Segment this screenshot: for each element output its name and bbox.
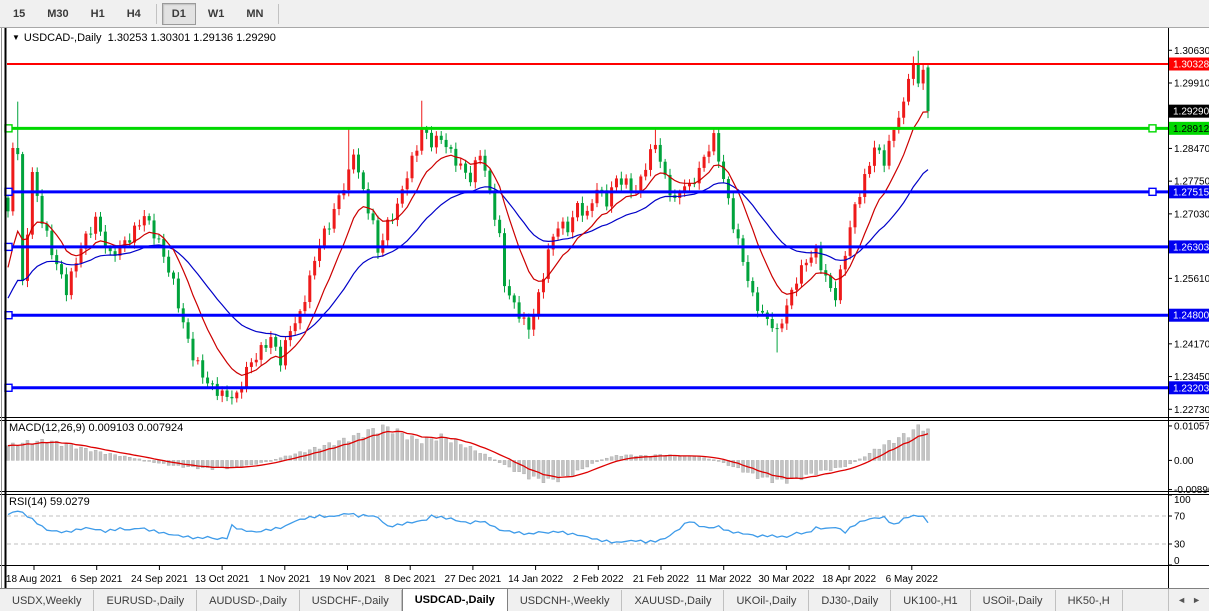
rsi-axis-label: 30 xyxy=(1174,540,1186,551)
timeframe-button-d1[interactable]: D1 xyxy=(161,2,196,25)
price-badge xyxy=(1169,121,1209,135)
rsi-axis-label: 70 xyxy=(1174,512,1186,523)
date-axis-label: 27 Dec 2021 xyxy=(445,574,502,585)
price-badge xyxy=(1169,104,1209,118)
hline-handle[interactable] xyxy=(1148,187,1157,197)
date-axis-label: 6 May 2022 xyxy=(886,574,939,585)
date-axis-label: 13 Oct 2021 xyxy=(195,574,250,585)
chart-title: ▼ USDCAD-,Daily 1.30253 1.30301 1.29136 1… xyxy=(12,32,276,44)
date-axis-label: 21 Feb 2022 xyxy=(633,574,690,585)
tab-usdchf-daily[interactable]: USDCHF-,Daily xyxy=(300,590,402,611)
hline-handle[interactable] xyxy=(1148,124,1157,133)
chart-window: 1.30630 1.29910 1.28470 1.27750 1.27030 1.256… xyxy=(0,28,1209,588)
price-badge-value: 1.24800 xyxy=(1173,311,1209,322)
timeframe-button-h4[interactable]: H4 xyxy=(126,7,141,20)
date-axis-label: 2 Feb 2022 xyxy=(573,574,624,585)
timeframe-button-w1[interactable]: W1 xyxy=(207,7,225,20)
timeframe-button-h1[interactable]: H1 xyxy=(90,7,105,20)
tab-usdx-weekly[interactable]: USDX,Weekly xyxy=(0,590,95,611)
tab-hk50-h[interactable]: HK50-,H xyxy=(1056,590,1123,611)
price-axis-label: 1.28470 xyxy=(1174,144,1209,155)
timeframe-button-mn[interactable]: MN xyxy=(246,7,264,20)
price-badge-value: 1.29290 xyxy=(1173,107,1209,118)
date-axis-label: 8 Dec 2021 xyxy=(385,574,437,585)
price-axis-label: 1.23450 xyxy=(1174,372,1209,383)
date-axis-label: 18 Apr 2022 xyxy=(822,574,876,585)
price-badge-value: 1.23203 xyxy=(1173,383,1209,394)
price-axis-label: 1.22730 xyxy=(1174,405,1209,416)
date-axis-label: 1 Nov 2021 xyxy=(259,574,311,585)
symbol-ohlc-values: 1.30253 1.30301 1.29136 1.29290 xyxy=(107,32,276,44)
tab-ukoil-daily[interactable]: UKOil-,Daily xyxy=(724,590,810,611)
tab-scroll-left-icon[interactable]: ◄ xyxy=(1177,594,1187,605)
symbol-dropdown-icon[interactable]: ▼ xyxy=(12,33,20,42)
date-axis-label: 30 Mar 2022 xyxy=(758,574,815,585)
date-axis-label: 18 Aug 2021 xyxy=(6,574,63,585)
price-axis-label: 1.25610 xyxy=(1174,274,1209,285)
symbol-name: USDCAD-,Daily xyxy=(23,32,102,44)
chart-tab-bar: USDX,Weekly EURUSD-,Daily AUDUSD-,Daily USD… xyxy=(0,588,1209,611)
date-axis-label: 14 Jan 2022 xyxy=(508,574,563,585)
price-badge-value: 1.26303 xyxy=(1173,242,1209,253)
tab-eurusd-daily[interactable]: EURUSD-,Daily xyxy=(94,590,198,611)
tab-usoil-daily[interactable]: USOil-,Daily xyxy=(971,590,1056,611)
tab-usdcad-daily[interactable]: USDCAD-,Daily xyxy=(401,589,508,611)
price-badge xyxy=(1169,57,1209,71)
date-axis-label: 6 Sep 2021 xyxy=(71,574,123,585)
timeframe-toolbar: 15 M30 H1 H4 D1 W1 MN xyxy=(0,0,1209,28)
tab-scroll-right-icon[interactable]: ► xyxy=(1192,594,1201,605)
date-axis-label: 11 Mar 2022 xyxy=(696,574,752,585)
price-badge-value: 1.28912 xyxy=(1173,124,1209,135)
macd-indicator-label: MACD(12,26,9) 0.009103 0.007924 xyxy=(9,422,184,434)
price-axis-label: 1.27750 xyxy=(1174,177,1209,188)
price-badge-value: 1.27515 xyxy=(1173,187,1209,198)
timeframe-button-15[interactable]: 15 xyxy=(13,7,26,20)
price-axis-label: 1.27030 xyxy=(1174,209,1209,220)
toolbar-separator xyxy=(278,3,280,24)
price-badge xyxy=(1169,185,1209,199)
timeframe-button-m30[interactable]: M30 xyxy=(47,7,69,20)
price-badge xyxy=(1169,240,1209,254)
toolbar-separator xyxy=(155,3,157,24)
macd-axis-label: -0.00896 xyxy=(1174,485,1209,496)
tab-xauusd-daily[interactable]: XAUUSD-,Daily xyxy=(622,590,725,611)
chart-tabs: USDX,Weekly EURUSD-,Daily AUDUSD-,Daily USD… xyxy=(0,589,1168,611)
price-axis-label: 1.24170 xyxy=(1174,339,1209,350)
price-badge xyxy=(1169,381,1209,395)
rsi-indicator-label: RSI(14) 59.0279 xyxy=(9,496,90,508)
macd-axis-label: 0.010578 xyxy=(1174,421,1209,432)
tab-scroll-arrows: ◄ ► xyxy=(1168,589,1209,611)
rsi-axis-label: 0 xyxy=(1174,556,1180,567)
price-badge-value: 1.30328 xyxy=(1173,59,1209,70)
tab-dj30-daily[interactable]: DJ30-,Daily xyxy=(809,590,892,611)
rsi-axis-label: 100 xyxy=(1174,495,1191,506)
date-axis-label: 24 Sep 2021 xyxy=(131,574,188,585)
price-badge xyxy=(1169,308,1209,322)
tab-uk100-h1[interactable]: UK100-,H1 xyxy=(891,590,971,611)
macd-axis-label: 0.00 xyxy=(1174,456,1194,467)
date-axis-label: 19 Nov 2021 xyxy=(319,574,376,585)
tab-usdcnh-weekly[interactable]: USDCNH-,Weekly xyxy=(508,590,623,611)
price-axis-label: 1.29910 xyxy=(1174,78,1209,89)
price-axis-label: 1.30630 xyxy=(1174,46,1209,57)
tab-audusd-daily[interactable]: AUDUSD-,Daily xyxy=(197,590,300,611)
